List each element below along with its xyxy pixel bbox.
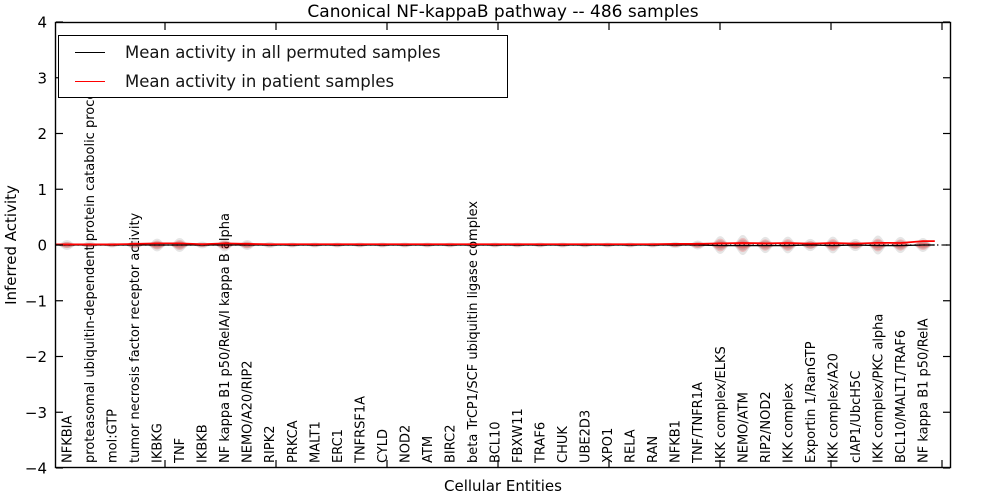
chart-title: Canonical NF-kappaB pathway -- 486 sampl… — [307, 2, 699, 22]
y-tick-labels: 4 3 2 1 0 −1 −2 −3 −4 — [25, 14, 47, 478]
plot-border — [54, 21, 952, 469]
x-tick-label: NOD2 — [398, 425, 413, 463]
y-tick-label: 0 — [37, 237, 47, 255]
x-tick-label: PRKCA — [286, 420, 301, 463]
x-tick-labels: NFKBIA proteasomal ubiquitin-dependent pr… — [61, 78, 932, 464]
y-axis-ticks — [56, 21, 950, 469]
x-tick-label: TRAF6 — [534, 422, 549, 464]
x-tick-label: IKBKB — [196, 424, 211, 463]
x-tick-label: beta TrCP1/SCF ubiquitin ligase complex — [466, 201, 481, 463]
x-tick-label: Exportin 1/RanGTP — [804, 341, 819, 463]
legend-line-patient-icon — [75, 80, 105, 82]
y-tick-label: 3 — [37, 69, 47, 87]
x-tick-label: ERC1 — [331, 429, 346, 463]
x-tick-label: TNFRSF1A — [353, 396, 368, 464]
x-tick-label: cIAP1/UbcH5C — [849, 371, 864, 463]
x-tick-label: RELA — [624, 429, 639, 463]
x-tick-label: NFKBIA — [61, 416, 76, 463]
x-tick-label: NEMO/A20/RIP2 — [241, 360, 256, 463]
mean-patient-line — [55, 240, 935, 246]
x-tick-label: ATM — [421, 436, 436, 463]
y-tick-label: −4 — [25, 460, 47, 478]
legend-item-permuted: Mean activity in all permuted samples — [59, 39, 507, 65]
x-tick-label: TNF — [173, 438, 188, 464]
x-axis-ticks — [164, 23, 943, 467]
legend-line-permuted-icon — [75, 51, 105, 53]
legend-item-patient: Mean activity in patient samples — [59, 68, 507, 94]
y-tick-label: 4 — [37, 14, 47, 32]
x-tick-label: NF kappa B1 p50/RelA/I kappa B alpha — [218, 213, 233, 463]
y-tick-label: 1 — [37, 181, 47, 199]
x-tick-label: IKK complex/PKC alpha — [871, 314, 886, 463]
x-tick-label: mol:GTP — [106, 409, 121, 463]
legend-label-permuted: Mean activity in all permuted samples — [125, 42, 441, 62]
x-tick-label: IKK complex/ELKS — [714, 346, 729, 463]
y-tick-label: −2 — [25, 348, 47, 366]
x-tick-label: RAN — [646, 436, 661, 463]
x-tick-label: MALT1 — [308, 421, 323, 463]
y-tick-label: −1 — [25, 292, 47, 310]
x-tick-label: NFKB1 — [669, 420, 684, 463]
x-tick-label: UBE2D3 — [579, 410, 594, 463]
x-tick-label: proteasomal ubiquitin-dependent protein … — [83, 78, 98, 463]
x-tick-label: NEMO/ATM — [736, 392, 751, 463]
x-tick-label: tumor necrosis factor receptor activity — [128, 212, 143, 463]
y-tick-label: −3 — [25, 404, 47, 422]
x-tick-label: BIRC2 — [443, 425, 458, 464]
y-tick-label: 2 — [37, 125, 47, 143]
x-tick-label: TNF/TNFR1A — [691, 382, 706, 464]
legend: Mean activity in all permuted samples Me… — [58, 35, 508, 98]
x-tick-label: IKK complex/A20 — [826, 353, 841, 463]
x-tick-label: BCL10 — [489, 421, 504, 463]
x-tick-label: NF kappa B1 p50/RelA — [917, 318, 932, 463]
mean-permuted-line — [55, 244, 935, 247]
x-tick-label: CHUK — [556, 426, 571, 463]
legend-label-patient: Mean activity in patient samples — [125, 71, 395, 91]
x-tick-label: IKBKG — [151, 423, 166, 463]
x-tick-label: IKK complex — [781, 383, 796, 463]
x-tick-label: CYLD — [376, 429, 391, 463]
x-tick-label: BCL10/MALT1/TRAF6 — [894, 330, 909, 463]
x-axis-label: Cellular Entities — [444, 477, 562, 495]
x-tick-label: RIP2/NOD2 — [759, 391, 774, 463]
x-tick-label: XPO1 — [601, 428, 616, 463]
x-tick-label: RIPK2 — [263, 425, 278, 463]
x-tick-label: FBXW11 — [511, 408, 526, 463]
